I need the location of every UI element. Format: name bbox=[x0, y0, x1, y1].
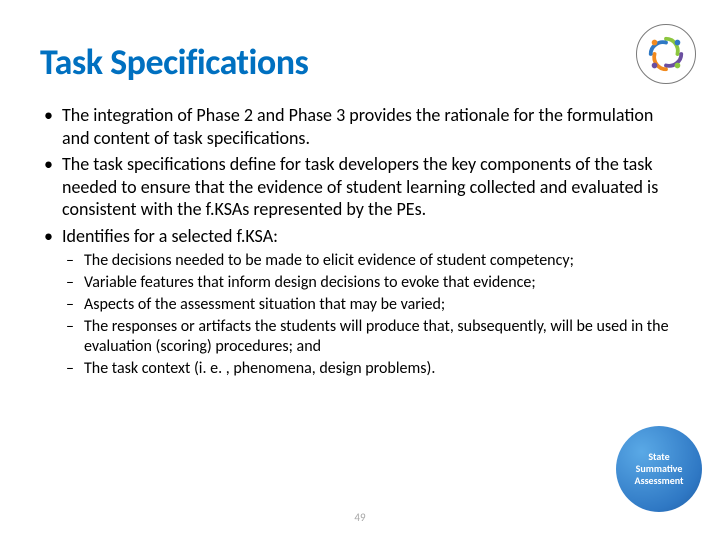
bullet-item: Identifies for a selected f.KSA: The dec… bbox=[40, 225, 680, 380]
sub-bullet-item: The responses or artifacts the students … bbox=[62, 317, 680, 357]
assessment-bubble: State Summative Assessment bbox=[616, 426, 702, 512]
bubble-line: Assessment bbox=[635, 474, 684, 487]
slide-container: Task Specifications The integration of P… bbox=[0, 0, 720, 540]
sub-bullet-item: Variable features that inform design dec… bbox=[62, 273, 680, 293]
page-number: 49 bbox=[354, 511, 365, 524]
bubble-text: State Summative Assessment bbox=[635, 451, 684, 487]
bullet-list: The integration of Phase 2 and Phase 3 p… bbox=[40, 104, 680, 379]
bullet-item-text: Identifies for a selected f.KSA: bbox=[62, 225, 278, 247]
logo bbox=[636, 24, 696, 84]
sub-bullet-list: The decisions needed to be made to elici… bbox=[62, 251, 680, 379]
slide-title: Task Specifications bbox=[40, 40, 680, 84]
bullet-item: The integration of Phase 2 and Phase 3 p… bbox=[40, 104, 680, 149]
sub-bullet-item: The task context (i. e. , phenomena, des… bbox=[62, 359, 680, 379]
bullet-item: The task specifications define for task … bbox=[40, 153, 680, 221]
sub-bullet-item: The decisions needed to be made to elici… bbox=[62, 251, 680, 271]
logo-swirl-icon bbox=[645, 33, 687, 75]
sub-bullet-item: Aspects of the assessment situation that… bbox=[62, 295, 680, 315]
logo-circle bbox=[636, 24, 696, 84]
